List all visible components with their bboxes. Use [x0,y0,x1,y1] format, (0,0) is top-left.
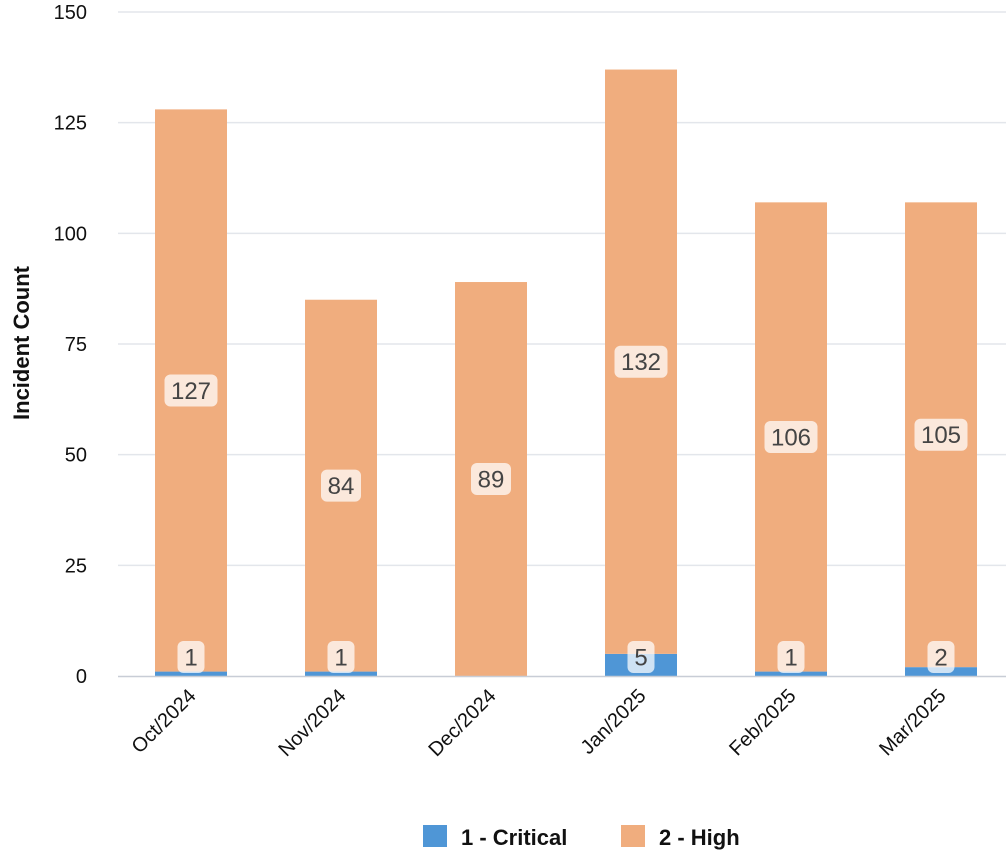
data-label-bg [614,345,668,378]
bars [155,69,977,676]
x-tick-label: Nov/2024 [274,685,350,761]
data-label: 5 [634,645,647,672]
data-label-bg [777,641,805,673]
data-label: 106 [771,424,811,451]
data-label-bg [627,641,655,673]
y-tick-label: 25 [65,555,87,577]
x-tick-label: Dec/2024 [424,685,500,761]
data-label-bg [764,420,818,453]
x-tick-label: Jan/2025 [577,685,651,759]
data-label-bg [471,463,511,496]
data-label-bg [177,641,205,673]
y-tick-label: 150 [54,2,87,24]
legend: 1 - Critical 2 - High [423,825,740,850]
data-label-bg [327,641,355,673]
data-label-bg [164,374,218,407]
x-tick-label: Mar/2025 [875,685,950,760]
data-label-bg [914,418,968,451]
data-label: 1 [334,645,347,672]
data-label-bg [927,641,955,673]
data-label: 2 [934,645,947,672]
legend-label-high[interactable]: 2 - High [659,825,740,850]
data-label: 1 [184,645,197,672]
bar-critical[interactable] [305,671,377,676]
legend-swatch-high[interactable] [621,825,645,847]
data-label: 132 [621,349,661,376]
x-axis-ticks: Oct/2024 Nov/2024 Dec/2024 Jan/2025 Feb/2025… [128,685,951,761]
legend-swatch-critical[interactable] [423,825,447,847]
legend-label-critical[interactable]: 1 - Critical [461,825,567,850]
bar-critical[interactable] [155,671,227,676]
y-tick-label: 100 [54,223,87,245]
data-label: 1 [784,645,797,672]
bar-critical[interactable] [755,671,827,676]
data-labels: 127 1 84 1 89 132 5 106 1 105 2 [164,345,968,673]
y-tick-label: 0 [76,666,87,688]
y-axis-label: Incident Count [9,265,34,420]
data-label: 127 [171,378,211,405]
data-label: 84 [328,473,355,500]
x-tick-label: Feb/2025 [725,685,800,760]
data-label: 89 [478,467,505,494]
y-tick-label: 50 [65,445,87,467]
y-axis-ticks: 0 25 50 75 100 125 150 [54,2,87,688]
gridlines [118,11,1006,567]
x-tick-label: Oct/2024 [128,685,201,758]
y-tick-label: 125 [54,113,87,135]
data-label-bg [321,469,361,502]
data-label: 105 [921,422,961,449]
y-tick-label: 75 [65,334,87,356]
